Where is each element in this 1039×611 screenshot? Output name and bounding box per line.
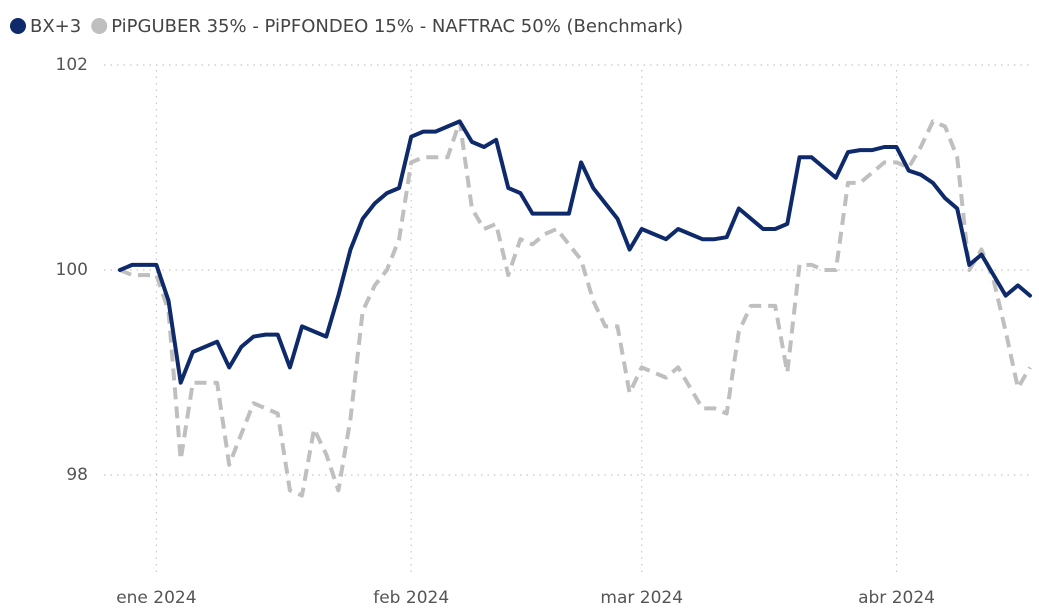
y-tick-label: 100 [56, 260, 88, 280]
legend-label: PiPGUBER 35% - PiPFONDEO 15% - NAFTRAC 5… [111, 16, 683, 37]
y-tick-label: 102 [56, 55, 88, 75]
x-tick-label: ene 2024 [116, 588, 196, 608]
legend-marker [91, 18, 108, 34]
x-tick-label: feb 2024 [373, 588, 449, 608]
legend-label: BX+3 [30, 16, 81, 37]
x-tick-label: abr 2024 [858, 588, 935, 608]
series-line [118, 119, 1032, 385]
y-tick-label: 98 [66, 465, 88, 485]
series-line [119, 119, 1032, 498]
legend-marker [10, 18, 26, 34]
x-tick-label: mar 2024 [600, 588, 683, 608]
